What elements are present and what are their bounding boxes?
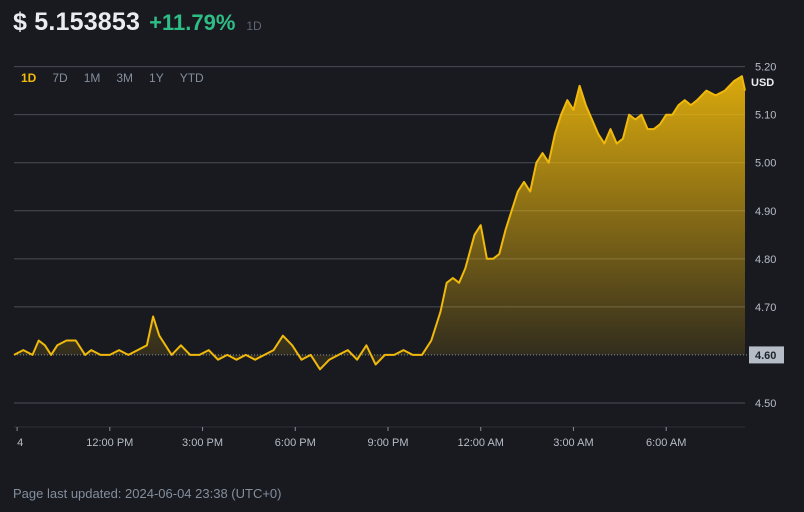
y-tick-label: 5.00 xyxy=(755,158,776,170)
baseline-price-badge: 4.60 xyxy=(749,346,784,364)
currency-unit-label: USD xyxy=(751,77,774,89)
y-tick-label: 4.80 xyxy=(755,254,776,266)
price-area-fill xyxy=(14,76,745,370)
x-tick-label: 3:00 PM xyxy=(182,437,223,449)
tab-1m[interactable]: 1M xyxy=(83,71,101,85)
tab-3m[interactable]: 3M xyxy=(116,71,134,85)
y-tick-label: 4.50 xyxy=(755,398,776,410)
tab-ytd[interactable]: YTD xyxy=(179,71,204,85)
x-axis: 4 12:00 PM 3:00 PM 6:00 PM 9:00 PM 12:00 AM 3:… xyxy=(16,427,686,449)
tab-1y[interactable]: 1Y xyxy=(149,71,164,85)
price-series-line xyxy=(13,75,746,371)
last-updated-text: Page last updated: 2024-06-04 23:38 (UTC… xyxy=(13,486,282,501)
time-range-tabs: 1D 7D 1M 3M 1Y YTD xyxy=(13,69,212,87)
tab-1d[interactable]: 1D xyxy=(21,71,37,85)
x-tick-label: 9:00 PM xyxy=(368,437,409,449)
y-tick-label: 5.20 xyxy=(755,62,776,74)
y-tick-label: 4.70 xyxy=(755,302,776,314)
baseline-badge-bg xyxy=(749,346,784,364)
x-tick-label: 4 xyxy=(17,437,23,449)
y-axis: 5.20 5.10 5.00 4.90 4.80 4.70 4.50 xyxy=(755,62,776,410)
current-price: $ 5.153853 xyxy=(13,8,141,36)
x-tick-label: 3:00 AM xyxy=(553,437,593,449)
x-tick-label: 12:00 AM xyxy=(457,437,503,449)
x-tick-label: 6:00 AM xyxy=(646,437,686,449)
y-tick-label: 5.10 xyxy=(755,110,776,122)
change-period-label: 1D xyxy=(246,19,262,33)
x-tick-label: 6:00 PM xyxy=(275,437,316,449)
baseline-badge-value: 4.60 xyxy=(755,350,776,362)
price-header: $ 5.153853 +11.79% 1D xyxy=(13,8,262,37)
y-tick-label: 4.90 xyxy=(755,206,776,218)
x-tick-label: 12:00 PM xyxy=(86,437,133,449)
tab-7d[interactable]: 7D xyxy=(52,71,68,85)
price-change-percent: +11.79% xyxy=(149,10,236,35)
